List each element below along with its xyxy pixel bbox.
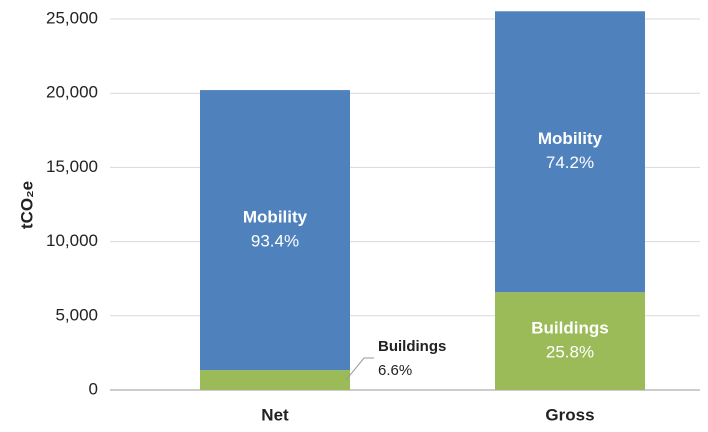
y-tick-label: 0 [89,379,98,398]
bar-segment [200,370,350,390]
y-tick-label: 25,000 [46,8,98,27]
segment-label: 74.2% [546,153,594,172]
segment-name: Buildings [378,338,446,355]
segment-name: Mobility [538,129,603,148]
y-tick-label: 20,000 [46,83,98,102]
bar-segment [200,90,350,371]
x-tick-label: Gross [545,405,594,424]
segment-label: 6.6% [378,362,412,379]
y-tick-label: 5,000 [55,305,98,324]
bar-segment [495,292,645,390]
bar-segment [495,11,645,293]
segment-name: Mobility [243,208,308,227]
y-tick-label: 15,000 [46,157,98,176]
segment-name: Buildings [531,319,608,338]
y-tick-label: 10,000 [46,231,98,250]
x-tick-label: Net [261,405,289,424]
segment-label: 93.4% [251,232,299,251]
y-axis-label: tCO₂e [17,181,36,229]
leader-line [345,357,374,381]
segment-label: 25.8% [546,343,594,362]
